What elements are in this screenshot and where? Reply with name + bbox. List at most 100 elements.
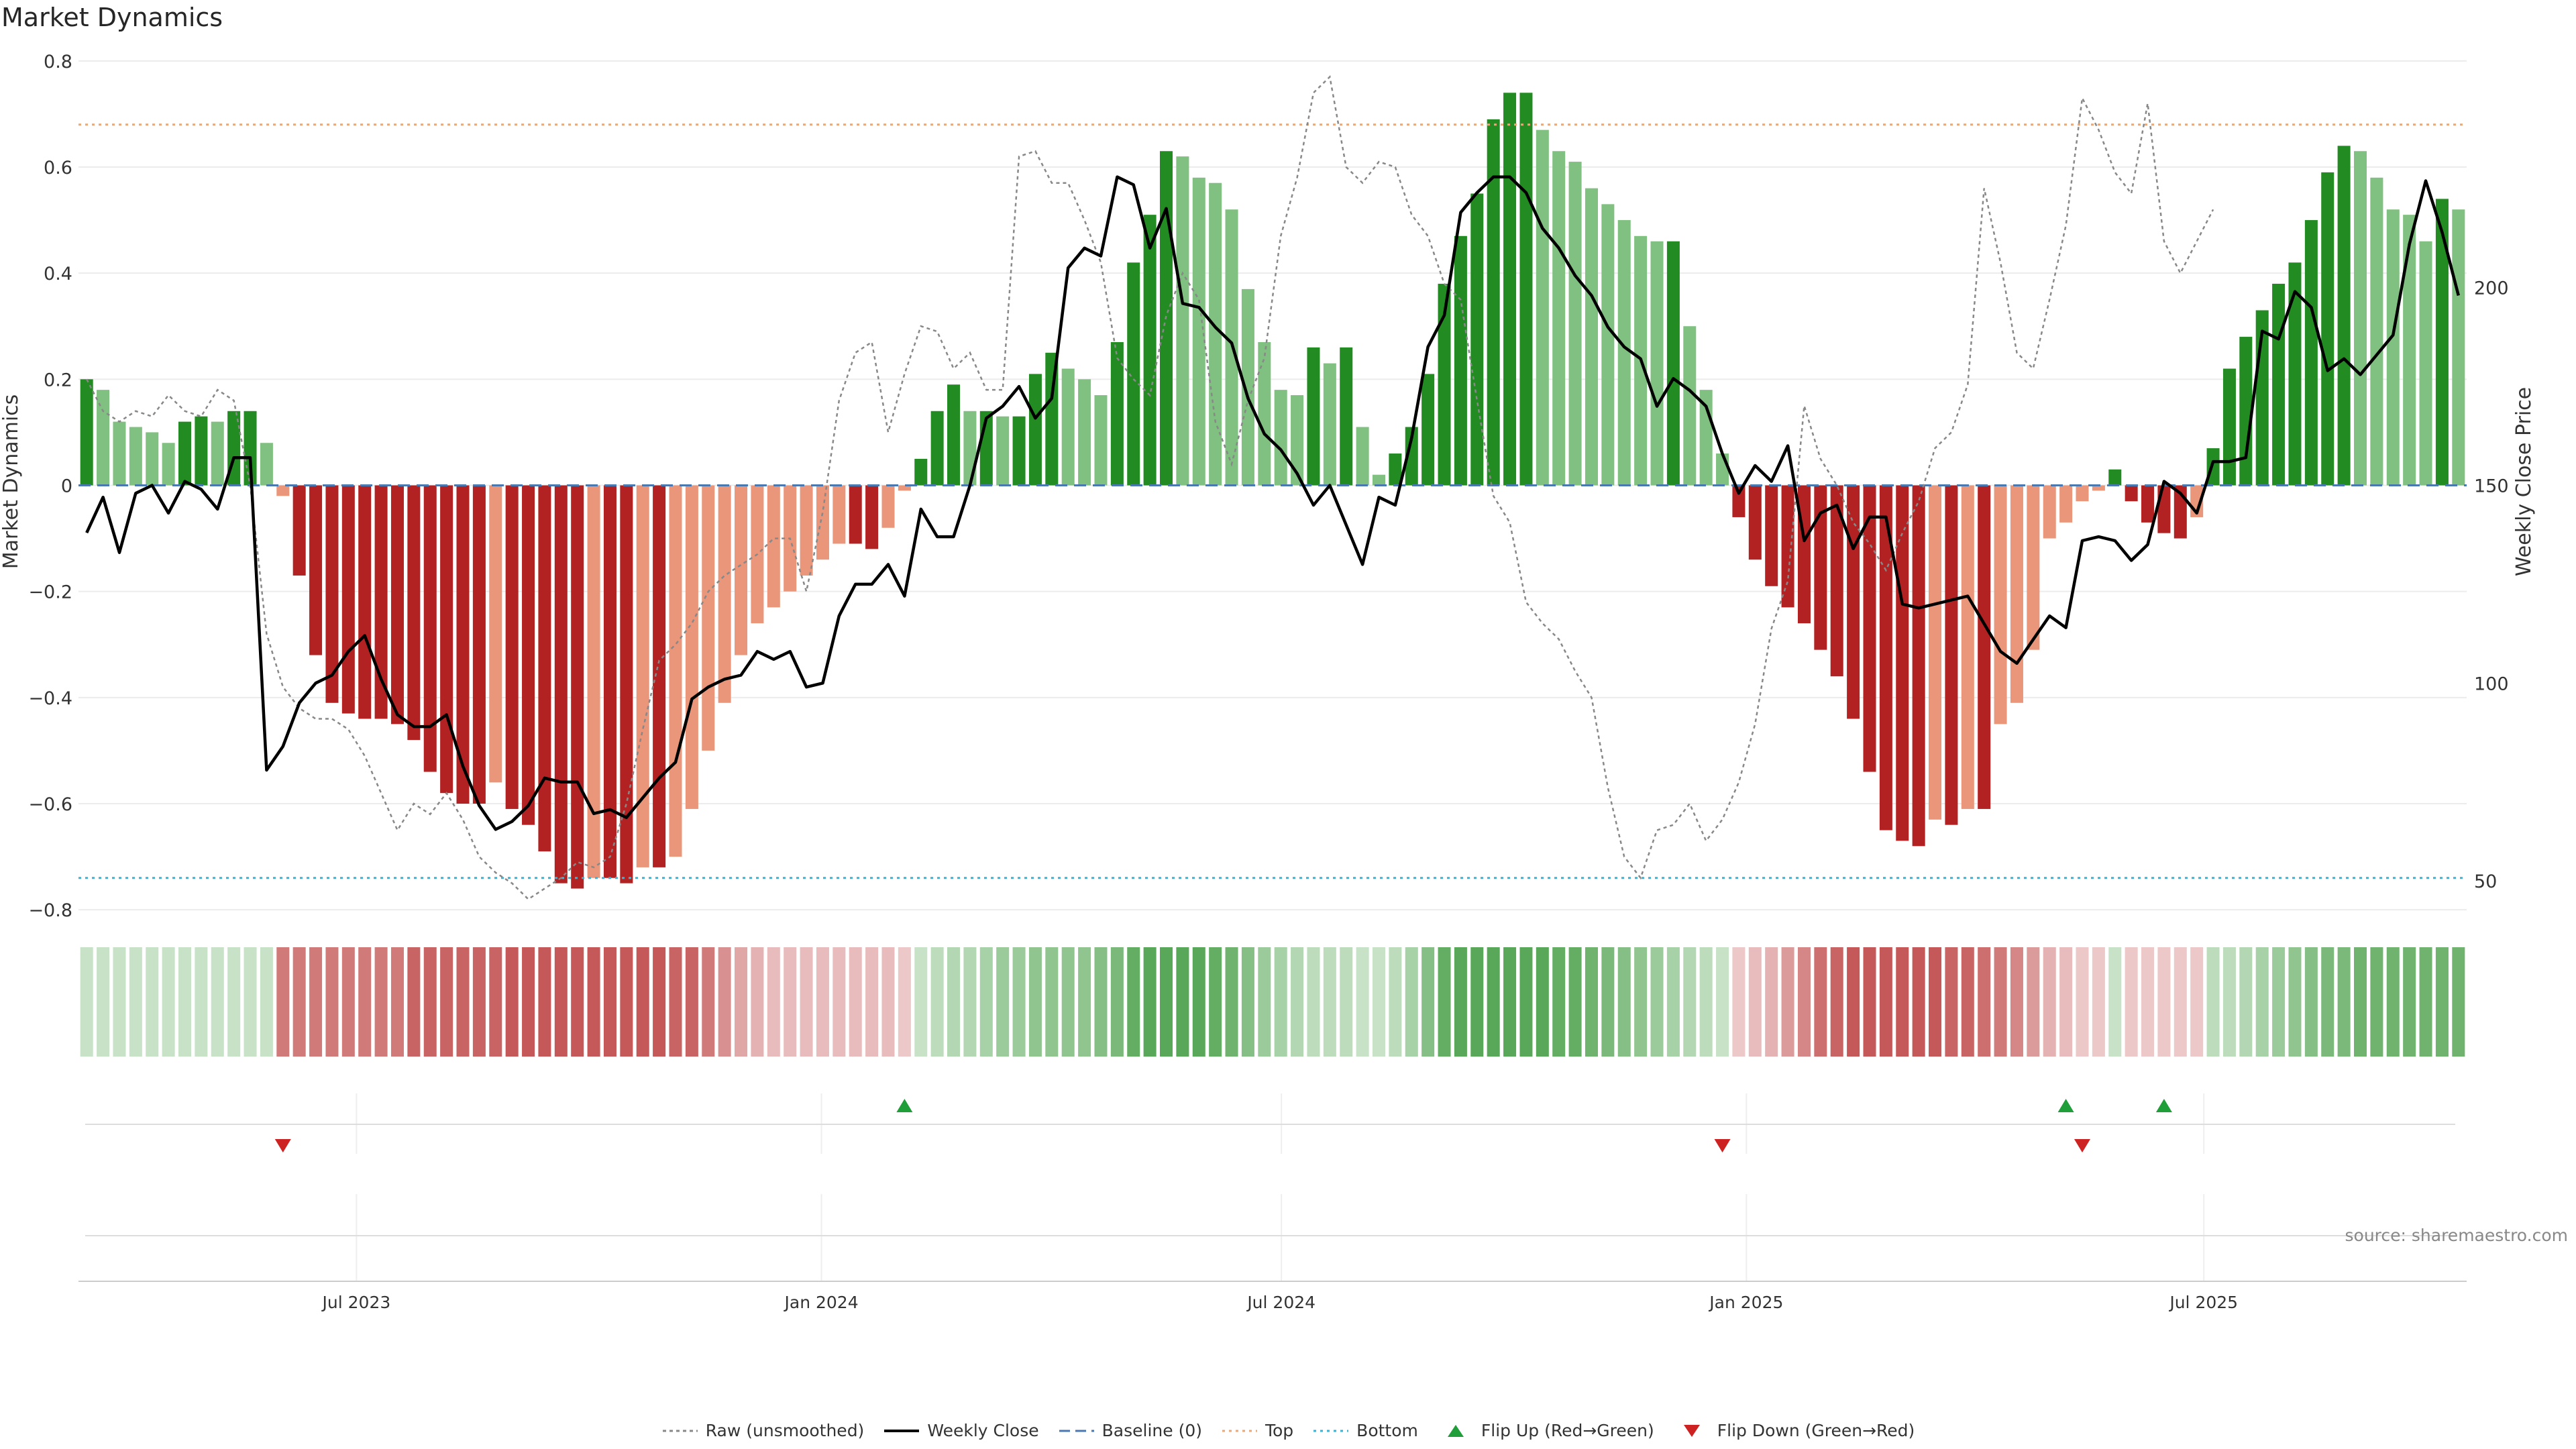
bar — [554, 485, 568, 883]
bar — [1209, 182, 1222, 486]
bar — [2108, 469, 2122, 486]
legend-item: Flip Up (Red→Green) — [1437, 1421, 1654, 1440]
bar — [1617, 220, 1631, 486]
bar — [1110, 341, 1124, 486]
strength-cell — [505, 947, 519, 1057]
bar — [211, 421, 224, 486]
strength-cell — [833, 947, 846, 1057]
strength-cell — [1307, 947, 1320, 1057]
strength-cell — [390, 947, 404, 1057]
strength-cell — [129, 947, 142, 1057]
bar — [390, 485, 404, 724]
bar — [1405, 427, 1418, 486]
bar — [2043, 485, 2056, 539]
bar — [2337, 146, 2351, 486]
y-axis-label-right: Weekly Close Price — [2512, 387, 2536, 576]
strength-cell — [2125, 947, 2138, 1057]
bar — [97, 390, 110, 486]
bar — [1650, 241, 1664, 486]
bar — [1732, 485, 1746, 517]
strength-cell — [1519, 947, 1533, 1057]
bar — [505, 485, 519, 809]
bar — [1503, 93, 1517, 486]
legend-item: Weekly Close — [883, 1421, 1039, 1440]
strength-cell — [1634, 947, 1648, 1057]
strength-cell — [211, 947, 224, 1057]
bar — [2059, 485, 2073, 523]
strength-cell — [2435, 947, 2449, 1057]
strength-cell — [1536, 947, 1549, 1057]
bar — [1487, 119, 1500, 486]
legend-label: Raw (unsmoothed) — [705, 1421, 865, 1440]
strength-cell — [1716, 947, 1729, 1057]
strength-cell — [2304, 947, 2318, 1057]
weekly-close-line — [85, 175, 2460, 831]
flip-down-marker — [274, 1139, 291, 1152]
strength-cell — [1650, 947, 1664, 1057]
strength-cell — [1617, 947, 1631, 1057]
x-tick-label: Jul 2025 — [2168, 1293, 2238, 1312]
strength-cell — [162, 947, 175, 1057]
strength-cell — [2419, 947, 2432, 1057]
x-tick-label: Jan 2025 — [1708, 1293, 1783, 1312]
strength-cell — [538, 947, 551, 1057]
y-tick-label-right: 50 — [2474, 871, 2497, 892]
strength-cell — [2353, 947, 2367, 1057]
bar — [669, 485, 682, 857]
strength-cell — [718, 947, 731, 1057]
strength-cell — [276, 947, 290, 1057]
strength-cell — [2321, 947, 2334, 1057]
flip-down-marker — [2074, 1139, 2090, 1152]
bar — [1028, 374, 1042, 486]
bar — [1978, 485, 1991, 809]
bar — [718, 485, 731, 703]
strength-cell — [1323, 947, 1336, 1057]
strength-cell — [816, 947, 829, 1057]
bar — [1683, 326, 1697, 486]
strength-cell — [1896, 947, 1909, 1057]
bar — [1176, 156, 1189, 486]
bar — [2010, 485, 2023, 703]
strength-cell — [2222, 947, 2236, 1057]
bar — [260, 443, 273, 486]
strength-cell — [849, 947, 862, 1057]
x-tick-label: Jan 2024 — [784, 1293, 859, 1312]
strength-cell — [784, 947, 797, 1057]
legend-swatch — [1222, 1430, 1257, 1432]
bar — [2092, 485, 2105, 491]
strength-cell — [1078, 947, 1091, 1057]
strength-cell — [456, 947, 470, 1057]
strength-cell — [1291, 947, 1304, 1057]
bar — [1765, 485, 1778, 586]
strength-cell — [979, 947, 993, 1057]
raw-series-line — [86, 74, 2214, 900]
strength-cell — [947, 947, 961, 1057]
bar — [113, 421, 126, 486]
bar — [1847, 485, 1860, 719]
bar — [1143, 215, 1157, 486]
x-tick-label: Jul 2024 — [1246, 1293, 1316, 1312]
strength-cell — [751, 947, 764, 1057]
bar — [1912, 485, 1925, 847]
strength-strip — [80, 947, 2465, 1057]
bar — [898, 485, 911, 491]
strength-cell — [1863, 947, 1876, 1057]
bar — [538, 485, 551, 852]
bar — [1896, 485, 1909, 841]
strength-cell — [2288, 947, 2302, 1057]
strength-cell — [603, 947, 616, 1057]
strength-cell — [1045, 947, 1059, 1057]
bar — [2435, 199, 2449, 486]
strength-cell — [702, 947, 715, 1057]
strength-cell — [423, 947, 437, 1057]
strength-cell — [554, 947, 568, 1057]
strength-cell — [2403, 947, 2416, 1057]
bar — [653, 485, 666, 867]
strength-cell — [800, 947, 813, 1057]
strength-cell — [1978, 947, 1991, 1057]
strength-cell — [1879, 947, 1892, 1057]
y-tick-label-left: −0.8 — [28, 900, 72, 921]
strength-cell — [620, 947, 633, 1057]
strength-cell — [489, 947, 502, 1057]
bar — [2403, 215, 2416, 486]
